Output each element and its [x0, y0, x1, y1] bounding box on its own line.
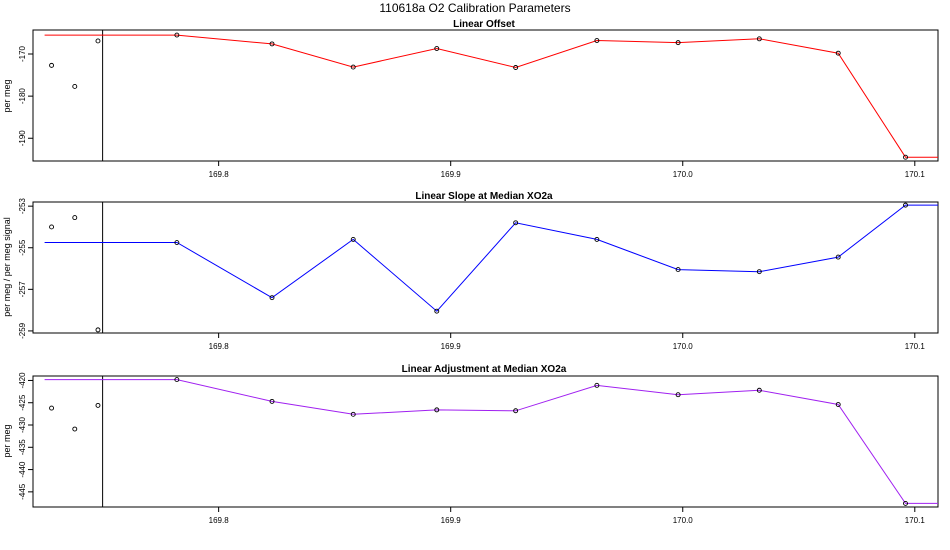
y-tick-label: -420 — [18, 372, 27, 389]
x-tick-label: 169.9 — [441, 516, 462, 525]
data-point — [49, 62, 55, 68]
x-tick-label: 169.8 — [209, 170, 230, 179]
x-tick-label: 169.9 — [441, 342, 462, 351]
y-axis-label: per meg — [2, 424, 12, 457]
data-point — [72, 215, 78, 221]
data-point — [675, 267, 681, 273]
data-point — [903, 500, 908, 506]
data-point — [594, 236, 600, 242]
data-point — [174, 240, 180, 245]
data-point — [434, 407, 440, 413]
data-point — [95, 38, 101, 44]
x-tick-label: 170.0 — [673, 342, 694, 351]
series-line — [44, 379, 938, 504]
data-point — [756, 269, 762, 275]
plot-frame — [32, 201, 939, 334]
data-point — [903, 154, 908, 160]
data-point — [675, 40, 681, 46]
linear-adjustment-panel: Linear Adjustment at Median XO2a 169.8 16… — [2, 364, 939, 525]
x-tick-label: 169.8 — [209, 516, 230, 525]
data-point — [434, 46, 440, 51]
data-point — [835, 254, 841, 260]
data-point — [95, 327, 101, 333]
y-tick-label: -253 — [18, 198, 27, 215]
data-point — [174, 32, 180, 38]
panel-title: Linear Adjustment at Median XO2a — [402, 364, 567, 375]
y-axis-label: per meg / per meg signal — [2, 217, 12, 317]
y-tick-label: -170 — [18, 45, 27, 62]
series-line — [44, 34, 938, 158]
figure-title: 110618a O2 Calibration Parameters — [379, 1, 570, 15]
data-point — [269, 41, 275, 47]
data-point — [350, 236, 356, 242]
linear-slope-panel: Linear Slope at Median XO2a 169.8 169.9 17… — [2, 191, 939, 351]
data-point — [675, 392, 681, 398]
data-point — [174, 377, 180, 383]
data-point — [269, 295, 275, 301]
y-axis-label: per meg — [2, 79, 12, 112]
data-point — [835, 50, 841, 56]
plot-frame — [32, 375, 939, 508]
data-point — [72, 83, 78, 89]
data-point — [350, 411, 356, 417]
y-tick-label: -259 — [18, 322, 27, 339]
x-tick-label: 170.1 — [905, 170, 926, 179]
panel-title: Linear Slope at Median XO2a — [415, 191, 553, 202]
data-point — [49, 224, 55, 230]
data-point — [350, 64, 356, 70]
data-point — [756, 387, 762, 393]
data-point — [72, 426, 78, 432]
x-tick-label: 170.1 — [905, 516, 926, 525]
data-point — [513, 220, 519, 226]
data-point — [756, 36, 762, 42]
y-tick-label: -180 — [18, 88, 27, 105]
y-tick-label: -435 — [18, 439, 27, 456]
y-tick-label: -255 — [18, 239, 27, 256]
data-point — [49, 405, 55, 411]
plot-frame — [32, 29, 939, 162]
linear-offset-panel: Linear Offset 169.8 169.9 170.0 170.1 -170 -1… — [2, 19, 939, 179]
data-point — [513, 408, 519, 414]
y-tick-label: -440 — [18, 461, 27, 478]
series-line — [44, 204, 938, 312]
data-point — [269, 398, 275, 404]
data-point — [95, 402, 101, 408]
data-point — [594, 38, 600, 43]
data-point — [594, 382, 600, 388]
x-tick-label: 169.9 — [441, 170, 462, 179]
y-tick-label: -445 — [18, 483, 27, 500]
data-point — [434, 308, 440, 314]
data-point — [903, 202, 908, 208]
x-tick-label: 170.0 — [673, 170, 694, 179]
data-point — [835, 402, 841, 407]
y-tick-label: -257 — [18, 281, 27, 298]
y-tick-label: -190 — [18, 130, 27, 147]
x-tick-label: 169.8 — [209, 342, 230, 351]
y-tick-label: -425 — [18, 394, 27, 411]
x-tick-label: 170.1 — [905, 342, 926, 351]
panel-title: Linear Offset — [453, 19, 515, 30]
x-tick-label: 170.0 — [673, 516, 694, 525]
data-point — [513, 65, 519, 70]
y-tick-label: -430 — [18, 416, 27, 433]
